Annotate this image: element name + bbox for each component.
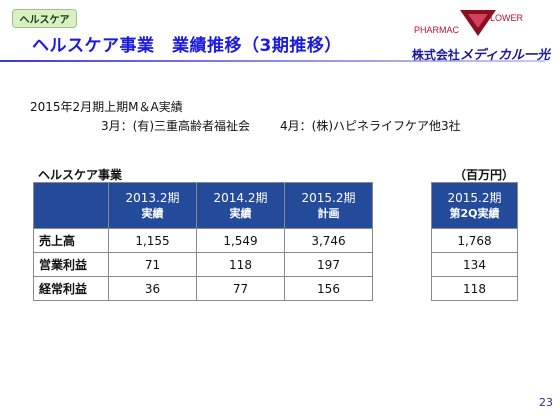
pharmac-flower-logo: PHARMAC LOWER xyxy=(414,10,524,36)
title-divider xyxy=(0,60,545,62)
header-fy2013: 2013.2期 実績 xyxy=(108,182,197,229)
table-cell: 3,746 xyxy=(284,228,373,253)
table-cell: 71 xyxy=(108,252,197,277)
table-cell: 36 xyxy=(108,276,197,301)
table-cell: 134 xyxy=(431,252,518,277)
q2-results-table: 2015.2期 第2Q実績 1,768 134 118 xyxy=(431,182,518,301)
table-cell: 118 xyxy=(196,252,285,277)
logo-right-text: LOWER xyxy=(490,13,524,23)
header-fy2015-q2: 2015.2期 第2Q実績 xyxy=(431,182,518,229)
table-cell: 197 xyxy=(284,252,373,277)
table-row: 営業利益 71 118 197 xyxy=(33,252,373,277)
table-row: 1,768 xyxy=(431,228,518,253)
ma-april: 4月：(株)ハピネライフケア他3社 xyxy=(280,119,461,133)
table-cell: 156 xyxy=(284,276,373,301)
company-prefix: 株式会社 xyxy=(411,48,460,62)
page-number: 23 xyxy=(539,396,553,409)
company-brand-name: メディカル一光 xyxy=(459,48,550,63)
page-title: ヘルスケア事業 業績推移（3期推移） xyxy=(32,36,342,56)
table-caption: ヘルスケア事業 xyxy=(38,168,123,182)
row-label: 売上高 xyxy=(33,228,109,253)
table-cell: 1,155 xyxy=(108,228,197,253)
table-header-row: 2013.2期 実績 2014.2期 実績 2015.2期 計画 xyxy=(33,182,373,229)
table-row: 売上高 1,155 1,549 3,746 xyxy=(33,228,373,253)
table-header-row: 2015.2期 第2Q実績 xyxy=(431,182,518,229)
header-fy2015-plan: 2015.2期 計画 xyxy=(284,182,373,229)
results-table: 2013.2期 実績 2014.2期 実績 2015.2期 計画 売上高 1,155 … xyxy=(33,182,373,301)
ma-detail: 3月：(有)三重高齢者福祉会 4月：(株)ハピネライフケア他3社 xyxy=(101,117,461,134)
table-cell: 118 xyxy=(431,276,518,301)
row-label: 営業利益 xyxy=(33,252,109,277)
table-cell: 77 xyxy=(196,276,285,301)
company-name: 株式会社メディカル一光 xyxy=(400,44,550,63)
table-row: 経常利益 36 77 156 xyxy=(33,276,373,301)
header-blank-cell xyxy=(33,182,109,229)
section-tag: ヘルスケア xyxy=(12,9,77,28)
logo-left-text: PHARMAC xyxy=(414,25,460,35)
company-brand: PHARMAC LOWER 株式会社メディカル一光 xyxy=(400,6,550,63)
header-fy2014: 2014.2期 実績 xyxy=(196,182,285,229)
row-label: 経常利益 xyxy=(33,276,109,301)
ma-march: 3月：(有)三重高齢者福祉会 xyxy=(101,119,250,133)
table-cell: 1,549 xyxy=(196,228,285,253)
table-row: 134 xyxy=(431,252,518,277)
ma-heading: 2015年2月期上期M＆A実績 xyxy=(30,100,183,114)
table-cell: 1,768 xyxy=(431,228,518,253)
unit-label: （百万円） xyxy=(454,168,515,182)
table-row: 118 xyxy=(431,276,518,301)
